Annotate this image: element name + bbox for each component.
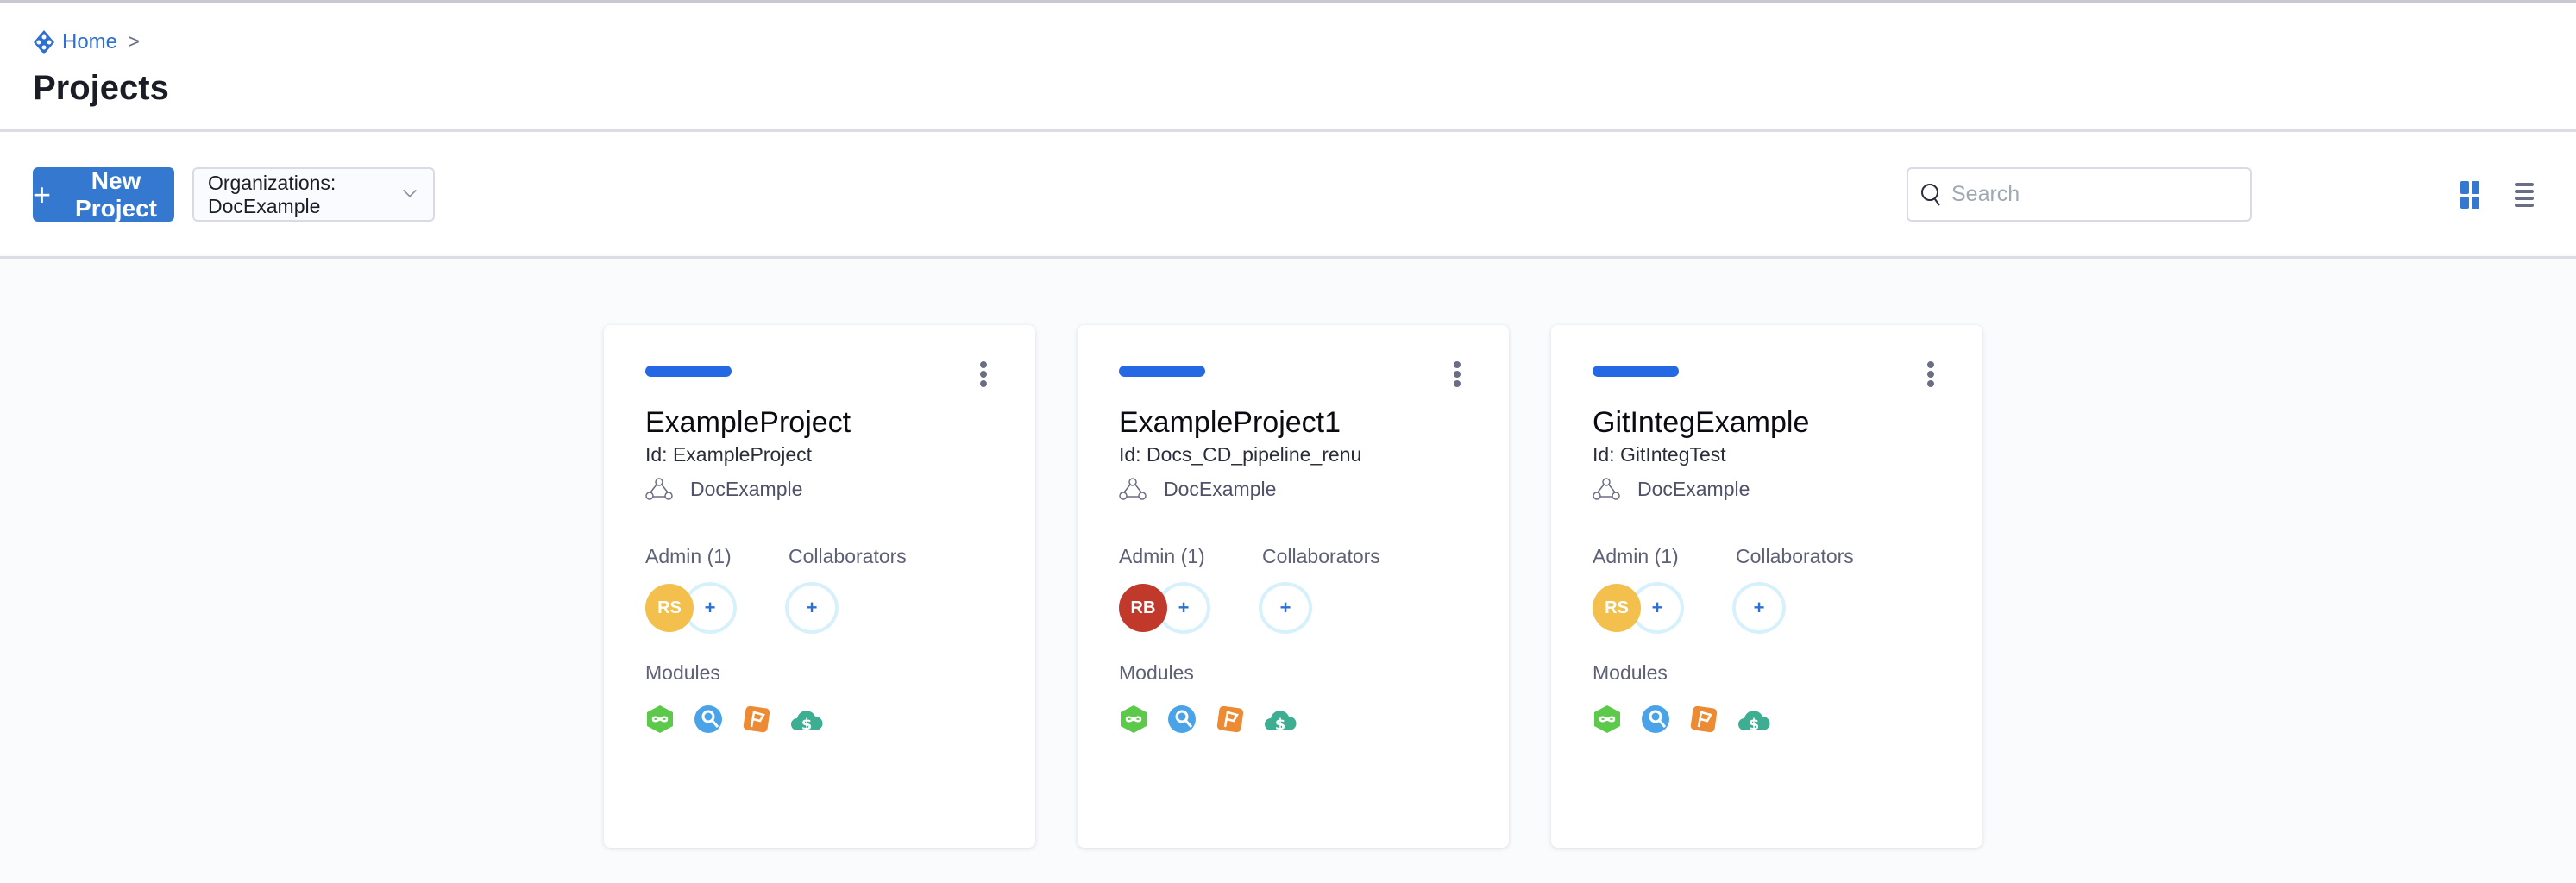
collaborators-label: Collaborators [789, 545, 907, 567]
project-id: Id: GitIntegTest [1593, 443, 1726, 466]
avatar[interactable]: RS [645, 584, 694, 632]
search-input[interactable] [1951, 182, 2227, 207]
page-title: Projects [33, 69, 169, 107]
header: Home > Projects + New Project Organizatio… [0, 0, 2576, 259]
project-color-bar [1593, 366, 1679, 377]
feature-flags-module-icon [742, 705, 771, 734]
organization-filter-value: Organizations: DocExample [208, 171, 336, 217]
search-icon [1921, 183, 1940, 206]
modules-label: Modules [1593, 661, 1668, 684]
search-box[interactable] [1907, 167, 2252, 222]
project-name: ExampleProject1 [1119, 406, 1341, 439]
cd-module-icon [1593, 705, 1622, 734]
divider [0, 256, 2576, 259]
project-id: Id: ExampleProject [645, 443, 813, 466]
breadcrumb-home-link[interactable]: Home [62, 30, 118, 53]
divider [0, 129, 2576, 132]
more-options-icon[interactable] [975, 360, 992, 389]
avatar[interactable]: RB [1119, 584, 1167, 632]
modules-label: Modules [1119, 661, 1194, 684]
ci-module-icon [1641, 705, 1670, 734]
organization-name: DocExample [1637, 477, 1750, 500]
project-card[interactable]: GitIntegExample Id: GitIntegTest DocExam… [1551, 325, 1982, 848]
svg-text:$: $ [1749, 716, 1760, 734]
grid-view-icon[interactable] [2460, 181, 2479, 209]
more-options-icon[interactable] [1922, 360, 1939, 389]
list-view-icon[interactable] [2515, 183, 2534, 210]
plus-icon: + [33, 176, 52, 212]
project-id: Id: Docs_CD_pipeline_renu [1119, 443, 1362, 466]
admin-label: Admin (1) [645, 545, 732, 567]
cloud-cost-module-icon: $ [790, 705, 823, 734]
project-organization: DocExample [645, 477, 802, 501]
collaborators-label: Collaborators [1736, 545, 1854, 567]
more-options-icon[interactable] [1448, 360, 1466, 389]
collaborators-label: Collaborators [1262, 545, 1380, 567]
avatar[interactable]: RS [1593, 584, 1641, 632]
cd-module-icon [1119, 705, 1148, 734]
cloud-cost-module-icon: $ [1264, 705, 1297, 734]
breadcrumb: Home > [33, 29, 140, 55]
add-collaborator-button[interactable]: + [1732, 582, 1786, 634]
feature-flags-module-icon [1216, 705, 1245, 734]
organization-name: DocExample [690, 477, 803, 500]
chevron-right-icon: > [128, 30, 141, 53]
add-admin-button[interactable]: + [1630, 582, 1684, 634]
project-name: GitIntegExample [1593, 406, 1810, 439]
svg-text:$: $ [1275, 716, 1286, 734]
organization-icon [1593, 478, 1620, 500]
ci-module-icon [1167, 705, 1197, 734]
ci-module-icon [694, 705, 723, 734]
cd-module-icon [645, 705, 675, 734]
modules-label: Modules [645, 661, 720, 684]
new-project-button[interactable]: + New Project [33, 167, 174, 222]
admin-label: Admin (1) [1119, 545, 1205, 567]
project-card[interactable]: ExampleProject1 Id: Docs_CD_pipeline_ren… [1078, 325, 1509, 848]
project-name: ExampleProject [645, 406, 851, 439]
organization-name: DocExample [1164, 477, 1277, 500]
project-color-bar [1119, 366, 1205, 377]
cloud-cost-module-icon: $ [1737, 705, 1770, 734]
add-collaborator-button[interactable]: + [785, 582, 839, 634]
project-organization: DocExample [1593, 477, 1750, 501]
organization-icon [645, 478, 673, 500]
project-color-bar [645, 366, 732, 377]
organization-icon [1119, 478, 1147, 500]
feature-flags-module-icon [1689, 705, 1718, 734]
new-project-label: New Project [75, 166, 157, 222]
svg-text:$: $ [801, 716, 813, 734]
add-collaborator-button[interactable]: + [1259, 582, 1312, 634]
project-organization: DocExample [1119, 477, 1276, 501]
admin-label: Admin (1) [1593, 545, 1679, 567]
organization-filter-dropdown[interactable]: Organizations: DocExample [192, 167, 435, 222]
project-card[interactable]: ExampleProject Id: ExampleProject DocExa… [604, 325, 1035, 848]
harness-logo-icon [34, 30, 54, 54]
